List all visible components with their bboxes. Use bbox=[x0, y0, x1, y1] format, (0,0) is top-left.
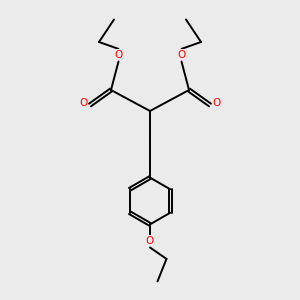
Text: O: O bbox=[146, 236, 154, 246]
Text: O: O bbox=[177, 50, 186, 60]
Text: O: O bbox=[79, 98, 88, 109]
Text: O: O bbox=[212, 98, 221, 109]
Text: O: O bbox=[114, 50, 123, 60]
